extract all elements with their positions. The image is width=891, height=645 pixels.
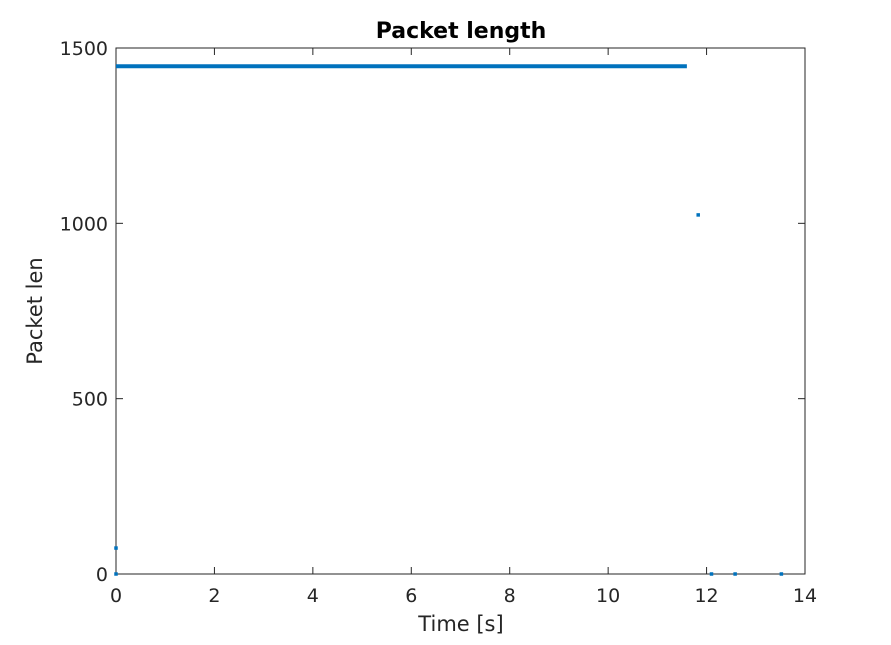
x-tick-label: 6: [405, 585, 417, 607]
data-marks: [114, 64, 784, 576]
x-axis: 0 2 4 6 8 10 12 14: [110, 48, 817, 607]
data-point: [779, 572, 784, 576]
x-tick-label: 2: [208, 585, 220, 607]
y-tick-label: 500: [72, 389, 108, 411]
data-point: [696, 213, 700, 217]
chart-title: Packet length: [376, 19, 547, 44]
data-point: [114, 546, 118, 550]
y-axis: 0 500 1000 1500: [60, 38, 805, 586]
y-axis-label: Packet len: [23, 257, 47, 364]
data-point: [114, 572, 118, 576]
y-tick-label: 0: [96, 564, 108, 586]
x-tick-label: 4: [307, 585, 319, 607]
y-tick-label: 1000: [60, 213, 108, 235]
x-tick-label: 12: [694, 585, 718, 607]
data-point: [733, 572, 737, 576]
data-point: [709, 572, 714, 576]
x-tick-label: 10: [596, 585, 620, 607]
plot-area: [115, 47, 806, 575]
x-tick-label: 8: [504, 585, 516, 607]
y-tick-label: 1500: [60, 38, 108, 60]
x-tick-label: 14: [793, 585, 817, 607]
x-axis-label: Time [s]: [417, 612, 503, 636]
x-tick-label: 0: [110, 585, 122, 607]
